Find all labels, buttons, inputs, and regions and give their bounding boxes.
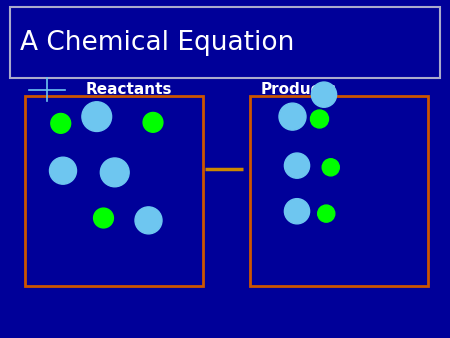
Ellipse shape: [284, 199, 310, 224]
Ellipse shape: [100, 158, 129, 187]
Bar: [25, 96, 203, 286]
Ellipse shape: [143, 113, 163, 132]
Bar: [10, 7, 440, 78]
Text: Products: Products: [261, 82, 337, 97]
Ellipse shape: [82, 102, 112, 131]
Text: Reactants: Reactants: [86, 82, 172, 97]
Ellipse shape: [279, 103, 306, 130]
Ellipse shape: [322, 159, 339, 176]
Ellipse shape: [284, 153, 310, 178]
Ellipse shape: [51, 114, 71, 133]
Ellipse shape: [311, 82, 337, 107]
Text: A Chemical Equation: A Chemical Equation: [20, 30, 295, 56]
Ellipse shape: [318, 205, 335, 222]
Ellipse shape: [50, 157, 76, 184]
Ellipse shape: [135, 207, 162, 234]
Bar: [250, 96, 428, 286]
Ellipse shape: [94, 208, 113, 228]
Ellipse shape: [310, 110, 328, 128]
